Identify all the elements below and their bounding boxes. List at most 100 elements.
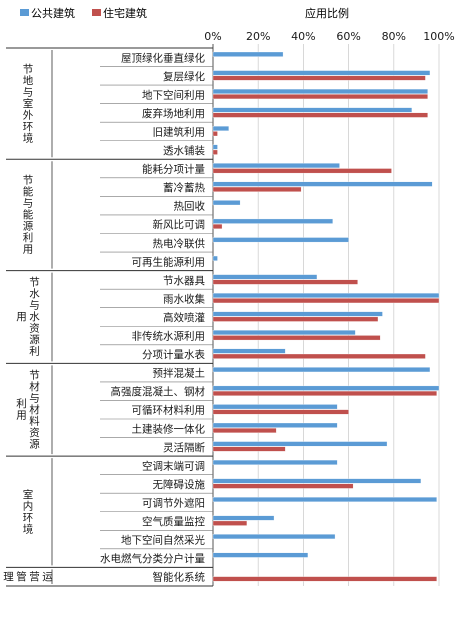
bar-residential	[212, 112, 428, 118]
bar-residential	[212, 576, 437, 582]
chart-title: 应用比例	[305, 6, 349, 20]
group-label-char: 节	[29, 369, 40, 381]
group-label-char: 源	[23, 220, 34, 233]
bar-residential	[212, 316, 379, 322]
category-label: 地下空间自然采光	[121, 534, 205, 547]
bar-residential	[212, 223, 223, 229]
bar-public	[212, 497, 437, 502]
bar-residential	[212, 94, 428, 100]
group-label-char: 利	[16, 398, 27, 410]
category-label: 雨水收集	[163, 292, 205, 305]
bar-public	[212, 126, 229, 131]
bar-residential	[212, 279, 358, 285]
category-label: 屋顶绿化垂直绿化	[121, 51, 205, 64]
x-tick-label: 100%	[423, 30, 454, 43]
category-rows: 屋顶绿化垂直绿化复层绿化地下空间利用废弃场地利用旧建筑利用透水铺装能耗分项计量蓄…	[100, 51, 213, 587]
group-label-char: 与	[23, 198, 34, 210]
bar-residential	[212, 390, 437, 396]
group-label-char: 境	[23, 522, 34, 535]
bar-public	[212, 218, 333, 224]
group-label-char: 理	[3, 571, 14, 583]
category-label: 无障碍设施	[153, 478, 206, 491]
group-label-char: 运	[42, 571, 53, 583]
group-label-char: 节	[29, 277, 40, 289]
bar-residential	[212, 131, 218, 137]
group-label-char: 环	[23, 121, 34, 133]
category-label: 节水器具	[163, 275, 205, 287]
bar-public	[212, 459, 338, 465]
group-label-char: 材	[29, 403, 40, 416]
bar-public	[212, 330, 356, 335]
bar-public	[212, 237, 349, 243]
category-label: 蓄冷蓄热	[163, 181, 205, 194]
group-label-char: 利	[29, 346, 40, 358]
bar-public	[212, 311, 383, 317]
bar-public	[212, 70, 431, 76]
category-label: 透水铺装	[163, 144, 205, 157]
group-label-char: 外	[23, 109, 34, 121]
category-label: 智能化系统	[153, 571, 206, 584]
group-label-char: 能	[23, 185, 34, 198]
bar-residential	[212, 353, 426, 359]
bar-residential	[212, 168, 392, 174]
bars	[212, 51, 440, 582]
bar-public	[212, 107, 413, 113]
group-label-char: 资	[29, 427, 40, 439]
bar-public	[212, 163, 340, 169]
bar-residential	[212, 298, 440, 304]
group-label-char: 境	[23, 131, 34, 144]
group-label-char: 节	[23, 63, 34, 75]
group-label-char: 能	[23, 208, 34, 221]
group-label-char: 室	[23, 488, 34, 501]
category-label: 废弃场地利用	[142, 107, 205, 120]
category-label: 空调末端可调	[142, 459, 205, 472]
category-label: 高效喷灌	[163, 311, 205, 324]
bar-public	[212, 385, 440, 391]
bar-residential	[212, 428, 277, 433]
bar-public	[212, 534, 336, 540]
group-label-char: 管	[16, 570, 27, 583]
group-label-char: 水	[29, 311, 40, 323]
group-label-char: 环	[23, 512, 34, 524]
category-label: 可再生能源利用	[132, 255, 206, 268]
group-label-char: 与	[29, 300, 40, 312]
bar-residential	[212, 186, 302, 192]
group-label-char: 利	[23, 232, 34, 244]
x-tick-label: 60%	[336, 30, 360, 43]
category-label: 可调节外遮阳	[142, 496, 205, 509]
bar-public	[212, 348, 286, 354]
bar-residential	[212, 149, 218, 155]
bar-public	[212, 441, 388, 447]
bar-public	[212, 88, 428, 94]
category-label: 高强度混凝土、钢材	[111, 385, 206, 398]
category-label: 热电冷联供	[153, 237, 206, 250]
x-tick-label: 20%	[246, 30, 270, 43]
bar-residential	[212, 335, 381, 341]
bar-public	[212, 255, 218, 261]
bar-public	[212, 478, 422, 484]
group-label-char: 资	[29, 323, 40, 335]
group-label-char: 营	[29, 570, 40, 583]
group-label-char: 室	[23, 97, 34, 110]
category-label: 复层绿化	[163, 70, 205, 83]
category-label: 旧建筑利用	[153, 125, 206, 138]
category-label: 地下空间利用	[142, 88, 205, 101]
legend-label-public: 公共建筑	[31, 6, 75, 20]
x-tick-label: 80%	[382, 30, 406, 43]
category-label: 土建装修一体化	[132, 422, 206, 435]
group-label-char: 料	[29, 414, 40, 427]
legend-swatch-public	[20, 9, 29, 16]
group-label-char: 节	[23, 175, 34, 187]
bar-public	[212, 51, 284, 57]
bar-public	[212, 200, 241, 206]
group-label-char: 用	[16, 311, 27, 323]
category-label: 非传统水源利用	[132, 330, 206, 343]
group-label-char: 内	[23, 499, 34, 512]
bar-residential	[212, 483, 354, 489]
